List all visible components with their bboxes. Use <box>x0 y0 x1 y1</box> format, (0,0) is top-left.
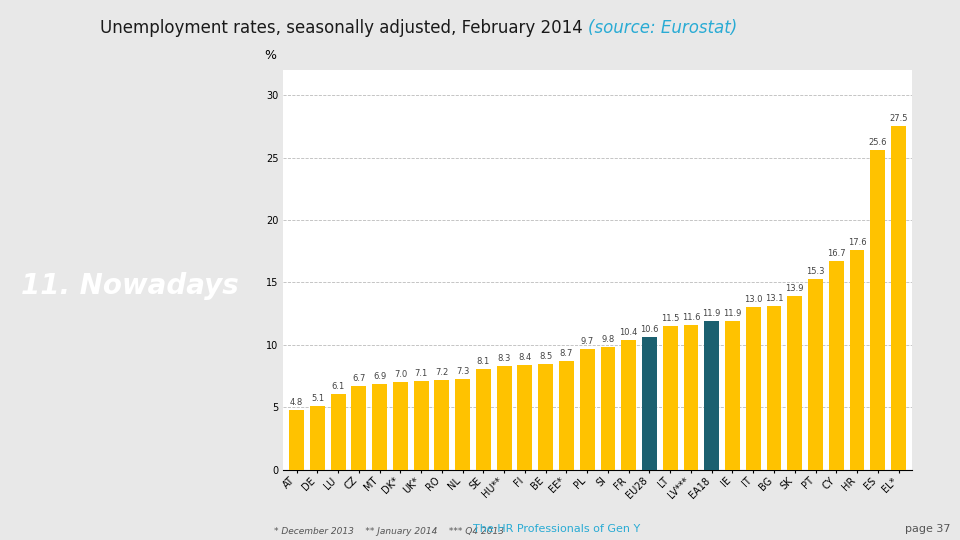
Text: 27.5: 27.5 <box>889 114 908 123</box>
Text: 11.9: 11.9 <box>703 309 721 318</box>
Text: 7.0: 7.0 <box>394 370 407 379</box>
Text: 8.5: 8.5 <box>540 352 552 361</box>
Text: 13.1: 13.1 <box>765 294 783 303</box>
Bar <box>455 379 470 470</box>
Bar <box>351 386 367 470</box>
Bar <box>705 321 719 470</box>
Bar <box>539 363 553 470</box>
Bar <box>372 383 387 470</box>
Text: 4.8: 4.8 <box>290 398 303 407</box>
Text: The HR Professionals of Gen Y: The HR Professionals of Gen Y <box>473 523 640 534</box>
Bar <box>766 306 781 470</box>
Text: 15.3: 15.3 <box>806 267 825 275</box>
Bar <box>310 406 324 470</box>
Text: 11. Nowadays: 11. Nowadays <box>21 272 238 300</box>
Text: 17.6: 17.6 <box>848 238 866 247</box>
Text: 5.1: 5.1 <box>311 394 324 403</box>
Text: page 37: page 37 <box>905 523 950 534</box>
Bar <box>725 321 740 470</box>
Bar <box>662 326 678 470</box>
Text: 13.0: 13.0 <box>744 295 762 305</box>
Bar <box>331 394 346 470</box>
Text: 10.6: 10.6 <box>640 325 659 334</box>
Text: * December 2013    ** January 2014    *** Q4 2013: * December 2013 ** January 2014 *** Q4 2… <box>274 526 504 536</box>
Bar <box>642 338 657 470</box>
Bar <box>414 381 429 470</box>
Text: 8.1: 8.1 <box>477 356 491 366</box>
Text: 6.9: 6.9 <box>373 372 386 381</box>
Bar <box>496 366 512 470</box>
Text: 13.9: 13.9 <box>785 284 804 293</box>
Text: 6.7: 6.7 <box>352 374 366 383</box>
Text: 8.4: 8.4 <box>518 353 532 362</box>
Text: 10.4: 10.4 <box>619 328 637 337</box>
Text: 25.6: 25.6 <box>869 138 887 147</box>
Text: 9.7: 9.7 <box>581 336 594 346</box>
Bar <box>808 279 823 470</box>
Bar <box>289 410 304 470</box>
Text: 8.3: 8.3 <box>497 354 511 363</box>
Bar <box>621 340 636 470</box>
Text: Unemployment rates, seasonally adjusted, February 2014: Unemployment rates, seasonally adjusted,… <box>100 19 588 37</box>
Bar <box>393 382 408 470</box>
Bar <box>435 380 449 470</box>
Text: 7.2: 7.2 <box>435 368 448 377</box>
Text: 11.5: 11.5 <box>661 314 680 323</box>
Bar <box>787 296 803 470</box>
Text: 11.9: 11.9 <box>723 309 742 318</box>
Bar <box>559 361 574 470</box>
Text: 6.1: 6.1 <box>331 381 345 390</box>
Text: 9.8: 9.8 <box>601 335 614 345</box>
Bar <box>601 347 615 470</box>
Bar <box>580 349 594 470</box>
Text: 8.7: 8.7 <box>560 349 573 358</box>
Bar <box>850 250 864 470</box>
Text: 7.3: 7.3 <box>456 367 469 375</box>
Bar <box>891 126 906 470</box>
Y-axis label: %: % <box>265 49 276 62</box>
Text: 16.7: 16.7 <box>827 249 846 258</box>
Bar <box>684 325 699 470</box>
Text: 7.1: 7.1 <box>415 369 428 378</box>
Bar <box>746 307 760 470</box>
Bar <box>871 150 885 470</box>
Text: (source: Eurostat): (source: Eurostat) <box>588 19 737 37</box>
Bar <box>828 261 844 470</box>
Text: 11.6: 11.6 <box>682 313 700 322</box>
Bar <box>517 365 533 470</box>
Bar <box>476 369 491 470</box>
